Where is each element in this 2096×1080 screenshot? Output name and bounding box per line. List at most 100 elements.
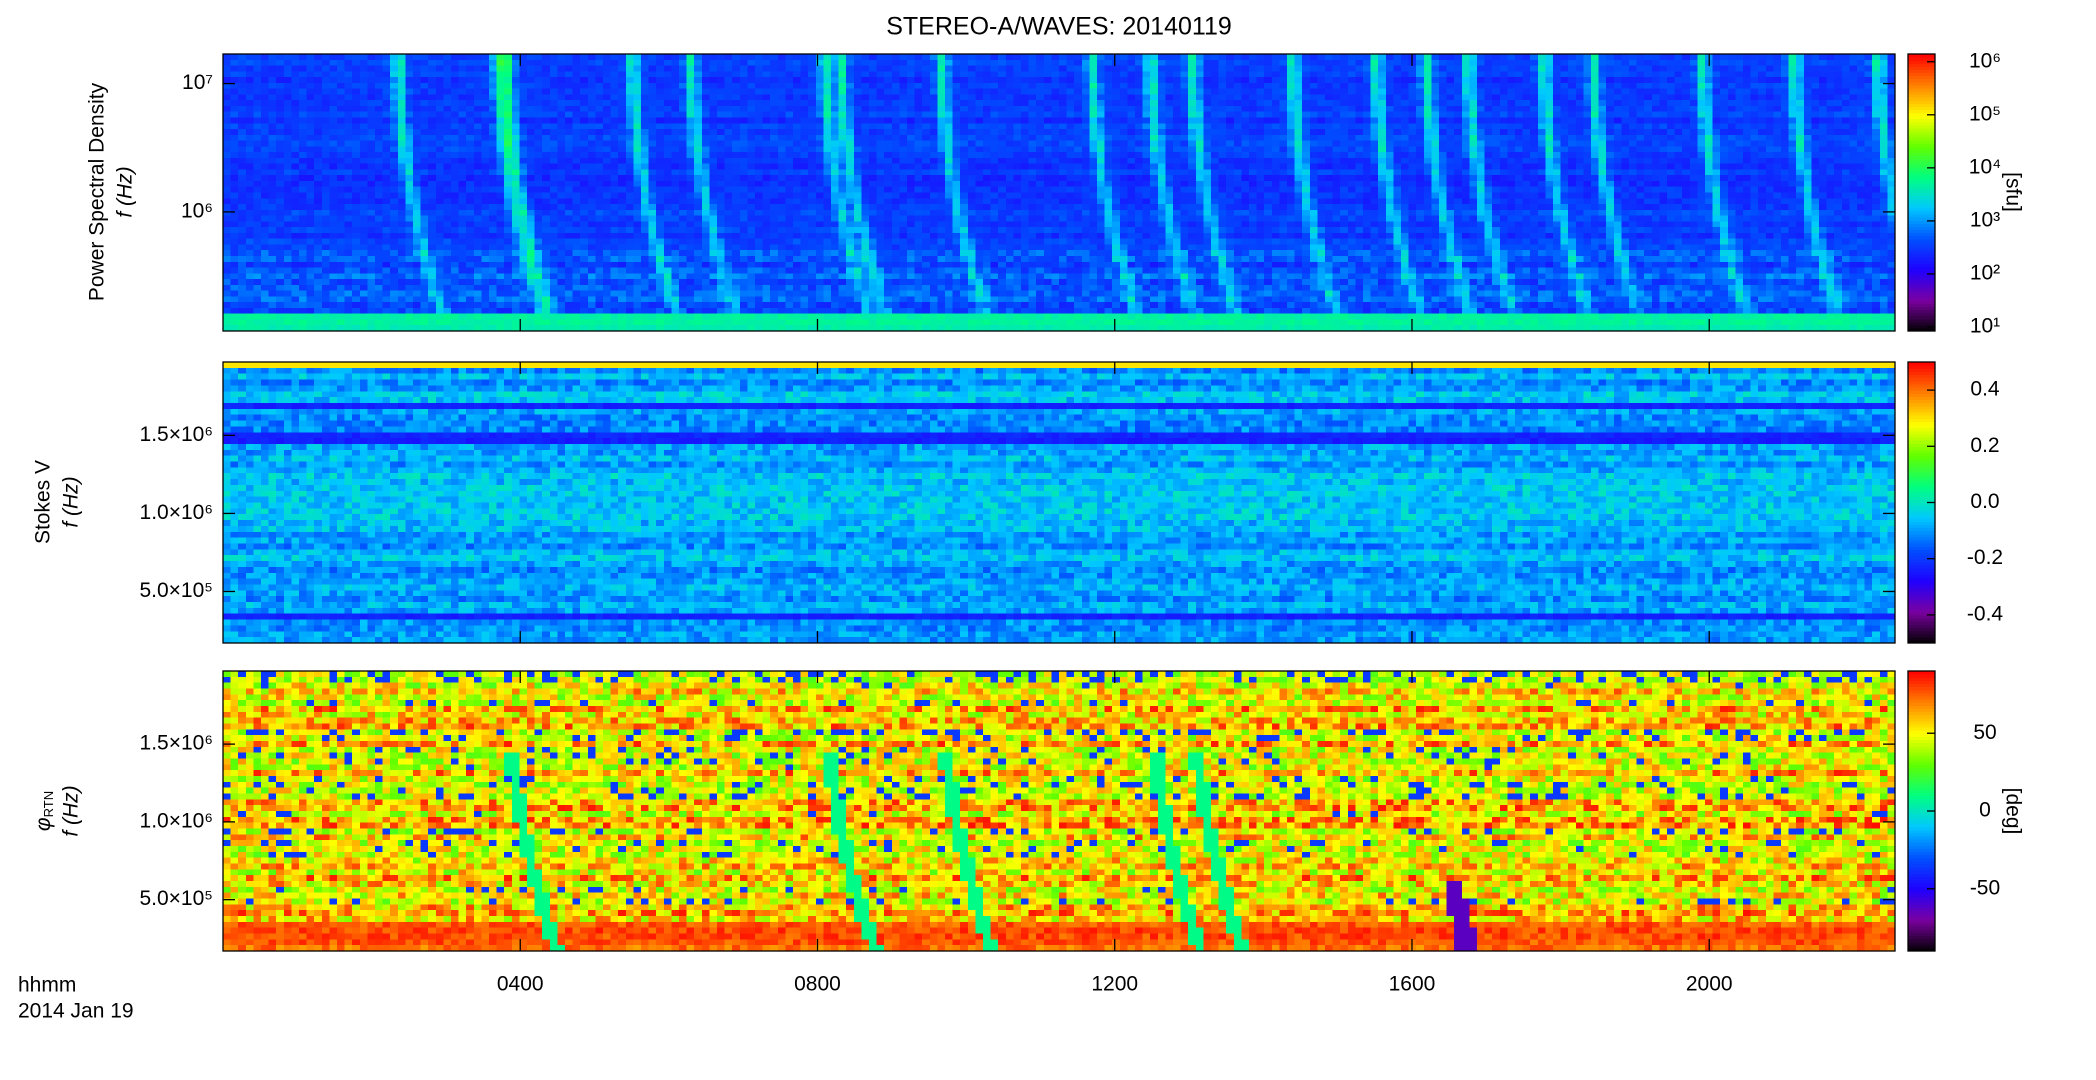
heatmap-cell — [223, 180, 232, 188]
heatmap-cell — [1249, 77, 1258, 84]
heatmap-cell — [572, 180, 581, 188]
heatmap-cell — [1560, 175, 1569, 182]
heatmap-cell — [1340, 146, 1349, 153]
heatmap-cell — [443, 105, 452, 113]
heatmap-cell — [1454, 59, 1463, 67]
heatmap-cell — [732, 100, 741, 107]
heatmap-cell — [527, 77, 536, 84]
heatmap-cell — [344, 175, 353, 182]
heatmap-cell — [831, 59, 840, 67]
heatmap-cell — [869, 77, 878, 84]
heatmap-cell — [1583, 117, 1592, 124]
heatmap-cell — [261, 117, 270, 124]
heatmap-cell — [1553, 59, 1562, 67]
heatmap-cell — [967, 59, 976, 67]
heatmap-cell — [1849, 129, 1858, 136]
heatmap-cell — [359, 54, 368, 61]
heatmap-cell — [1469, 140, 1478, 147]
heatmap-cell — [230, 71, 239, 78]
heatmap-cell — [329, 82, 338, 90]
heatmap-cell — [1043, 88, 1052, 95]
heatmap-cell — [473, 111, 482, 119]
heatmap-cell — [443, 111, 452, 119]
heatmap-cell — [831, 77, 840, 84]
heatmap-cell — [557, 163, 566, 171]
heatmap-cell — [1864, 59, 1873, 67]
heatmap-cell — [1667, 54, 1676, 61]
heatmap-cell — [489, 100, 498, 107]
heatmap-cell — [701, 105, 710, 113]
heatmap-cell — [1515, 152, 1524, 159]
heatmap-cell — [1264, 105, 1273, 113]
heatmap-cell — [1401, 54, 1410, 61]
heatmap-cell — [679, 94, 688, 101]
heatmap-cell — [1461, 88, 1470, 95]
heatmap-cell — [1127, 100, 1136, 107]
heatmap-cell — [253, 100, 262, 107]
heatmap-cell — [960, 77, 969, 84]
heatmap-cell — [519, 152, 528, 159]
heatmap-cell — [1553, 105, 1562, 113]
heatmap-cell — [489, 169, 498, 176]
heatmap-cell — [1515, 123, 1524, 130]
heatmap-cell — [656, 134, 665, 142]
heatmap-cell — [359, 88, 368, 95]
heatmap-cell — [496, 175, 505, 182]
heatmap-cell — [648, 71, 657, 78]
heatmap-cell — [1173, 59, 1182, 67]
heatmap-cell — [1104, 77, 1113, 84]
heatmap-cell — [1332, 146, 1341, 153]
heatmap-cell — [1758, 71, 1767, 78]
heatmap-cell — [808, 94, 817, 101]
heatmap-cell — [1591, 163, 1600, 171]
heatmap-cell — [344, 82, 353, 90]
heatmap-cell — [1423, 65, 1432, 72]
heatmap-cell — [1157, 123, 1166, 130]
heatmap-cell — [1036, 59, 1045, 67]
heatmap-cell — [1340, 59, 1349, 67]
heatmap-cell — [1013, 140, 1022, 147]
heatmap-cell — [1879, 94, 1888, 101]
heatmap-cell — [238, 152, 247, 159]
heatmap-cell — [1492, 140, 1501, 147]
heatmap-cell — [770, 111, 779, 119]
heatmap-cell — [945, 123, 954, 130]
heatmap-cell — [1355, 117, 1364, 124]
heatmap-cell — [1013, 54, 1022, 61]
heatmap-cell — [1857, 65, 1866, 72]
heatmap-cell — [1165, 180, 1174, 188]
heatmap-cell — [1013, 134, 1022, 142]
heatmap-cell — [861, 111, 870, 119]
heatmap-cell — [1241, 146, 1250, 153]
heatmap-cell — [1127, 163, 1136, 171]
heatmap-cell — [998, 82, 1007, 90]
heatmap-cell — [1264, 157, 1273, 165]
heatmap-cell — [1439, 117, 1448, 124]
heatmap-cell — [1119, 146, 1128, 153]
heatmap-cell — [618, 105, 627, 113]
heatmap-cell — [1325, 169, 1334, 176]
heatmap-cell — [1195, 180, 1204, 188]
heatmap-cell — [1857, 152, 1866, 159]
heatmap-cell — [306, 88, 315, 95]
heatmap-cell — [565, 146, 574, 153]
heatmap-cell — [1492, 117, 1501, 124]
heatmap-cell — [314, 59, 323, 67]
heatmap-cell — [1499, 163, 1508, 171]
heatmap-cell — [1119, 71, 1128, 78]
heatmap-cell — [1393, 82, 1402, 90]
heatmap-cell — [1393, 129, 1402, 136]
heatmap-cell — [1051, 129, 1060, 136]
heatmap-cell — [1279, 146, 1288, 153]
heatmap-cell — [1819, 94, 1828, 101]
heatmap-cell — [261, 157, 270, 165]
heatmap-cell — [1750, 123, 1759, 130]
heatmap-cell — [929, 94, 938, 101]
heatmap-cell — [534, 71, 543, 78]
heatmap-cell — [1872, 152, 1881, 159]
heatmap-cell — [1515, 100, 1524, 107]
heatmap-cell — [230, 157, 239, 165]
heatmap-cell — [230, 123, 239, 130]
heatmap-cell — [1857, 169, 1866, 176]
heatmap-cell — [1461, 123, 1470, 130]
